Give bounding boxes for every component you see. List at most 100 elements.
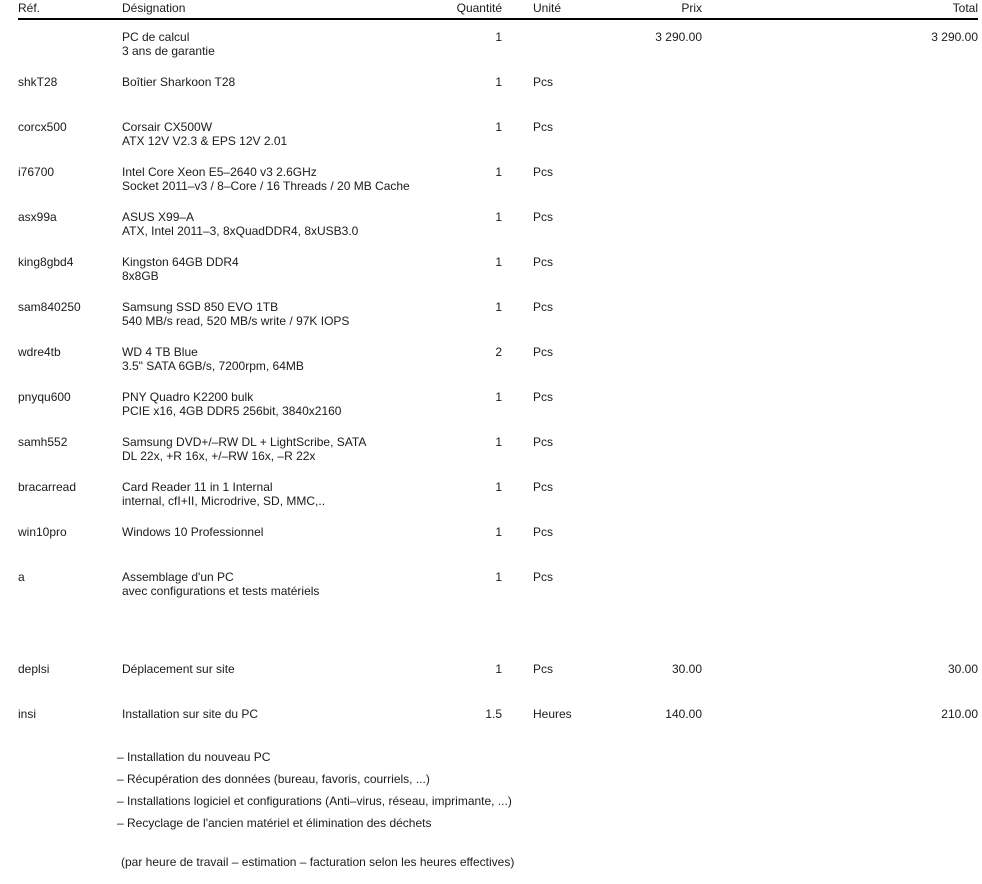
item-name: Samsung DVD+/–RW DL + LightScribe, SATA [122,435,367,449]
item-name: PNY Quadro K2200 bulk [122,390,254,404]
designation-cell: PNY Quadro K2200 bulk PCIE x16, 4GB DDR5… [122,390,446,418]
designation-cell: Boîtier Sharkoon T28 [122,75,446,89]
item-detail: internal, cfI+II, Microdrive, SD, MMC,.. [122,494,326,508]
quantity-cell: 1 [495,300,502,314]
item-detail: PCIE x16, 4GB DDR5 256bit, 3840x2160 [122,404,342,418]
ref-cell: wdre4tb [18,345,61,359]
installation-detail-line: – Installations logiciel et configuratio… [117,794,512,808]
unit-cell: Pcs [533,662,554,676]
designation-cell: Samsung DVD+/–RW DL + LightScribe, SATA … [122,435,446,463]
designation-cell: Assemblage d'un PC avec configurations e… [122,570,446,598]
unit-cell: Pcs [533,300,554,314]
header-quantity: Quantité [456,1,502,15]
header-ref: Réf. [18,1,41,15]
item-name: Corsair CX500W [122,120,213,134]
installation-detail-line: – Récupération des données (bureau, favo… [117,772,430,786]
designation-cell: Card Reader 11 in 1 Internal internal, c… [122,480,446,508]
table-row: samh552 Samsung DVD+/–RW DL + LightScrib… [18,435,978,480]
unit-cell: Pcs [533,120,554,134]
table-row: bracarread Card Reader 11 in 1 Internal … [18,480,978,525]
billing-note: (par heure de travail – estimation – fac… [121,855,515,869]
item-detail: Socket 2011–v3 / 8–Core / 16 Threads / 2… [122,179,410,193]
service-rows-section: deplsi Déplacement sur site 1 Pcs 30.00 … [18,662,978,723]
quantity-cell: 1 [495,30,502,44]
item-name: WD 4 TB Blue [122,345,198,359]
table-row: king8gbd4 Kingston 64GB DDR4 8x8GB 1 Pcs [18,255,978,300]
ref-cell: pnyqu600 [18,390,71,404]
ref-cell: asx99a [18,210,57,224]
table-row: asx99a ASUS X99–A ATX, Intel 2011–3, 8xQ… [18,210,978,255]
item-name: Boîtier Sharkoon T28 [122,75,236,89]
designation-cell: Déplacement sur site [122,662,446,676]
designation-cell: WD 4 TB Blue 3.5" SATA 6GB/s, 7200rpm, 6… [122,345,446,373]
item-detail: DL 22x, +R 16x, +/–RW 16x, –R 22x [122,449,316,463]
header-unit: Unité [533,1,562,15]
ref-cell: insi [18,707,37,721]
table-body: PC de calcul 3 ans de garantie 1 3 290.0… [18,30,978,615]
designation-cell: ASUS X99–A ATX, Intel 2011–3, 8xQuadDDR4… [122,210,446,238]
item-name: Kingston 64GB DDR4 [122,255,239,269]
table-row: corcx500 Corsair CX500W ATX 12V V2.3 & E… [18,120,978,165]
quantity-cell: 1 [495,480,502,494]
table-row: insi Installation sur site du PC 1.5 Heu… [18,707,978,723]
ref-cell: sam840250 [18,300,81,314]
table-row: wdre4tb WD 4 TB Blue 3.5" SATA 6GB/s, 72… [18,345,978,390]
item-name: Samsung SSD 850 EVO 1TB [122,300,279,314]
price-cell: 30.00 [671,662,702,676]
item-name: PC de calcul [122,30,190,44]
table-row: shkT28 Boîtier Sharkoon T28 1 Pcs [18,75,978,120]
table-row: a Assemblage d'un PC avec configurations… [18,570,978,615]
item-name: Installation sur site du PC [122,707,259,721]
item-name: Déplacement sur site [122,662,235,676]
unit-cell: Heures [533,707,572,721]
unit-cell: Pcs [533,480,554,494]
quantity-cell: 1 [495,75,502,89]
ref-cell: samh552 [18,435,68,449]
unit-cell: Pcs [533,165,554,179]
designation-cell: Installation sur site du PC [122,707,446,721]
ref-cell: shkT28 [18,75,58,89]
quantity-cell: 1.5 [485,707,502,721]
installation-details-list: – Installation du nouveau PC – Récupérat… [117,746,978,834]
designation-cell: Corsair CX500W ATX 12V V2.3 & EPS 12V 2.… [122,120,446,148]
quantity-cell: 1 [495,255,502,269]
ref-cell: king8gbd4 [18,255,74,269]
header-price: Prix [681,1,702,15]
item-detail: avec configurations et tests matériels [122,584,320,598]
table-row: pnyqu600 PNY Quadro K2200 bulk PCIE x16,… [18,390,978,435]
item-name: ASUS X99–A [122,210,195,224]
table-header-row: Réf. Désignation Quantité Unité Prix Tot… [18,0,978,20]
designation-cell: Kingston 64GB DDR4 8x8GB [122,255,446,283]
designation-cell: Windows 10 Professionnel [122,525,446,539]
unit-cell: Pcs [533,390,554,404]
designation-cell: Intel Core Xeon E5–2640 v3 2.6GHz Socket… [122,165,446,193]
line-items-table: Réf. Désignation Quantité Unité Prix Tot… [18,0,978,869]
unit-cell: Pcs [533,210,554,224]
ref-cell: i76700 [18,165,55,179]
quantity-cell: 1 [495,662,502,676]
price-cell: 3 290.00 [655,30,702,44]
designation-cell: Samsung SSD 850 EVO 1TB 540 MB/s read, 5… [122,300,446,328]
unit-cell: Pcs [533,525,554,539]
installation-detail-line: – Installation du nouveau PC [117,750,271,764]
item-detail: ATX 12V V2.3 & EPS 12V 2.01 [122,134,288,148]
item-detail: ATX, Intel 2011–3, 8xQuadDDR4, 8xUSB3.0 [122,224,359,238]
total-cell: 3 290.00 [931,30,978,44]
item-detail: 3 ans de garantie [122,44,215,58]
quantity-cell: 1 [495,120,502,134]
ref-cell: a [18,570,25,584]
total-cell: 30.00 [947,662,978,676]
unit-cell: Pcs [533,570,554,584]
quantity-cell: 1 [495,210,502,224]
table-row: win10pro Windows 10 Professionnel 1 Pcs [18,525,978,570]
quantity-cell: 1 [495,525,502,539]
unit-cell: Pcs [533,345,554,359]
ref-cell: deplsi [18,662,50,676]
item-name: Card Reader 11 in 1 Internal [122,480,273,494]
quantity-cell: 1 [495,435,502,449]
total-cell: 210.00 [941,707,978,721]
item-detail: 8x8GB [122,269,159,283]
quantity-cell: 2 [495,345,502,359]
quantity-cell: 1 [495,390,502,404]
